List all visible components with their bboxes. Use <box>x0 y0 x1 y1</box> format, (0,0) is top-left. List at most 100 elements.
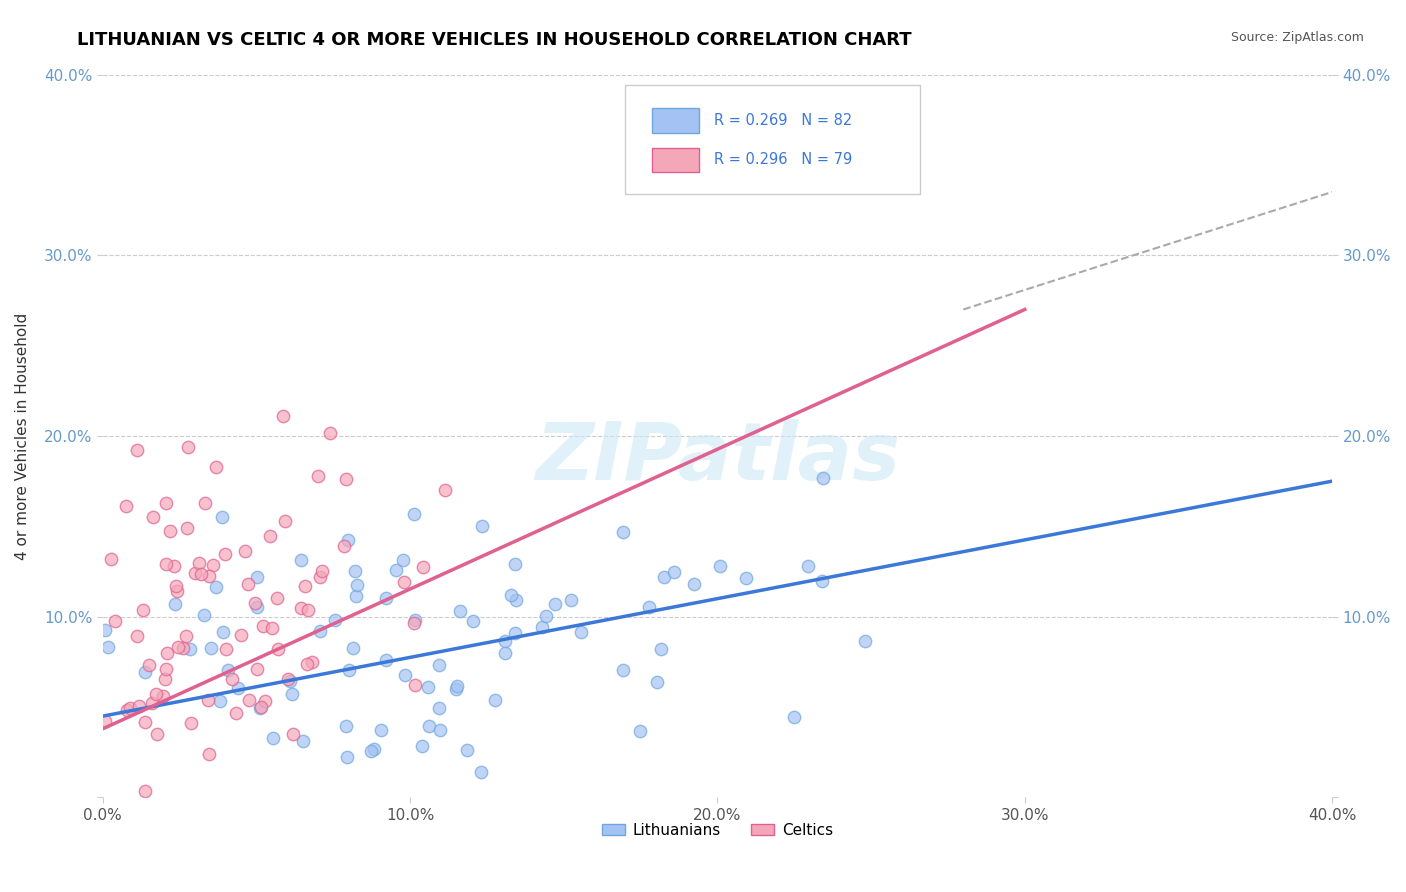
Point <box>339 663 361 677</box>
Point <box>292 733 315 747</box>
Point <box>93 623 115 637</box>
Point <box>155 662 177 676</box>
Point <box>505 592 527 607</box>
Point <box>494 646 516 660</box>
Point <box>429 701 451 715</box>
Point <box>344 589 367 603</box>
Point <box>188 557 211 571</box>
Text: LITHUANIAN VS CELTIC 4 OR MORE VEHICLES IN HOUSEHOLD CORRELATION CHART: LITHUANIAN VS CELTIC 4 OR MORE VEHICLES … <box>77 31 912 49</box>
Point <box>163 559 186 574</box>
Point <box>278 673 301 688</box>
Point <box>297 603 319 617</box>
Point <box>301 655 323 669</box>
Point <box>114 499 136 513</box>
Point <box>190 566 212 581</box>
Point <box>374 652 396 666</box>
Point <box>456 743 478 757</box>
Point <box>120 701 142 715</box>
Point <box>202 558 225 572</box>
Point <box>418 719 440 733</box>
Point <box>446 679 468 693</box>
Point <box>323 613 346 627</box>
Point <box>246 662 269 676</box>
Point <box>650 642 672 657</box>
Legend: Lithuanians, Celtics: Lithuanians, Celtics <box>596 817 839 844</box>
Point <box>100 552 122 566</box>
Point <box>193 607 215 622</box>
Point <box>229 628 252 642</box>
Point <box>204 580 226 594</box>
Point <box>146 727 169 741</box>
Point <box>709 559 731 574</box>
Point <box>172 640 194 655</box>
Point <box>652 570 675 584</box>
Point <box>104 615 127 629</box>
Point <box>217 663 239 677</box>
Point <box>249 700 271 714</box>
Point <box>536 608 558 623</box>
Point <box>254 694 277 708</box>
Point <box>433 483 456 497</box>
Point <box>612 664 634 678</box>
Point <box>155 558 177 572</box>
Point <box>225 706 247 721</box>
Point <box>209 693 232 707</box>
Point <box>569 625 592 640</box>
Point <box>281 687 304 701</box>
Point <box>811 471 834 485</box>
Point <box>450 604 472 618</box>
Point <box>429 723 451 737</box>
Point <box>311 565 333 579</box>
Point <box>281 727 304 741</box>
Point <box>134 665 156 679</box>
Point <box>503 626 526 640</box>
FancyBboxPatch shape <box>652 147 699 172</box>
Point <box>337 533 360 548</box>
Point <box>309 624 332 638</box>
Point <box>260 621 283 635</box>
Point <box>134 784 156 798</box>
Point <box>290 553 312 567</box>
Point <box>152 689 174 703</box>
Point <box>211 510 233 524</box>
Text: ZIPatlas: ZIPatlas <box>534 418 900 497</box>
Point <box>238 693 260 707</box>
Point <box>416 681 439 695</box>
Point <box>637 600 659 615</box>
Point <box>544 597 567 611</box>
Point <box>295 657 318 671</box>
Point <box>645 675 668 690</box>
FancyBboxPatch shape <box>626 86 921 194</box>
Point <box>266 591 288 606</box>
Point <box>212 625 235 640</box>
Point <box>166 583 188 598</box>
Point <box>274 514 297 528</box>
Point <box>238 577 260 591</box>
Point <box>176 628 198 642</box>
Point <box>412 560 434 574</box>
Point <box>198 569 221 583</box>
Point <box>142 510 165 524</box>
Point <box>309 569 332 583</box>
Point <box>145 687 167 701</box>
Point <box>318 425 340 440</box>
Point <box>505 558 527 572</box>
Point <box>346 578 368 592</box>
Point <box>501 588 523 602</box>
Point <box>215 642 238 657</box>
Point <box>360 744 382 758</box>
Point <box>197 693 219 707</box>
Point <box>267 641 290 656</box>
Point <box>165 579 187 593</box>
Point <box>250 699 273 714</box>
Point <box>246 570 269 584</box>
Point <box>363 741 385 756</box>
Point <box>484 693 506 707</box>
Point <box>155 673 177 687</box>
Text: R = 0.269   N = 82: R = 0.269 N = 82 <box>714 112 852 128</box>
Point <box>221 672 243 686</box>
Point <box>471 519 494 533</box>
Point <box>233 544 256 558</box>
Point <box>392 553 415 567</box>
Point <box>94 714 117 729</box>
